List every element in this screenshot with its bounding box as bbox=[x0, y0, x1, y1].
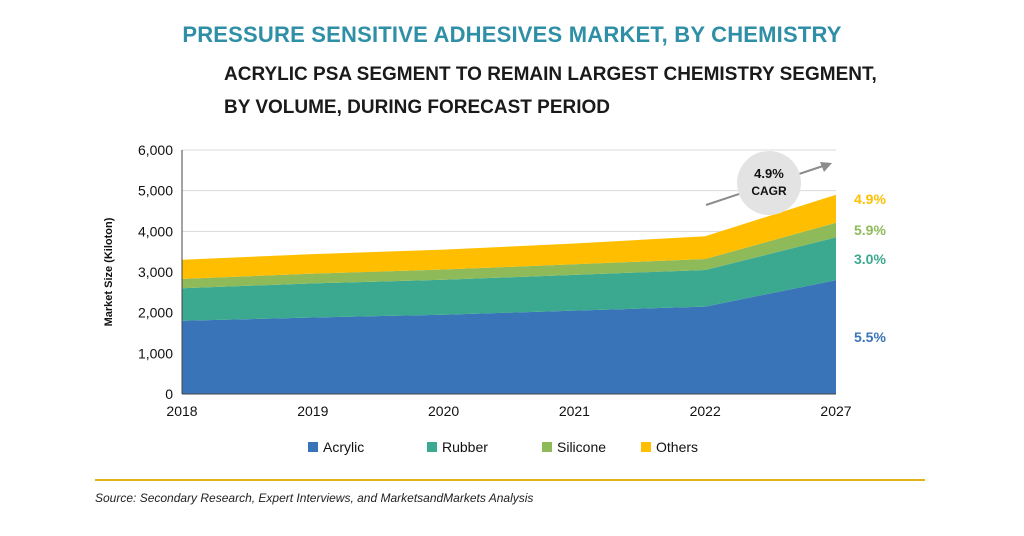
x-tick-label: 2019 bbox=[297, 403, 328, 419]
legend-label-silicone: Silicone bbox=[557, 439, 606, 455]
divider-rule bbox=[95, 479, 925, 481]
source-note: Source: Secondary Research, Expert Inter… bbox=[95, 491, 534, 505]
x-tick-label: 2020 bbox=[428, 403, 459, 419]
y-tick-label: 5,000 bbox=[138, 183, 173, 199]
cagr-label-rubber: 3.0% bbox=[854, 251, 886, 267]
chart-subtitle-line2: BY VOLUME, DURING FORECAST PERIOD bbox=[224, 97, 611, 118]
chart-subtitle-line1: ACRYLIC PSA SEGMENT TO REMAIN LARGEST CH… bbox=[224, 64, 877, 85]
area-rubber bbox=[182, 237, 836, 321]
area-acrylic bbox=[182, 280, 836, 394]
cagr-caption: CAGR bbox=[751, 184, 787, 198]
legend-label-rubber: Rubber bbox=[442, 439, 488, 455]
y-tick-label: 3,000 bbox=[138, 264, 173, 280]
cagr-label-others: 4.9% bbox=[854, 191, 886, 207]
cagr-label-acrylic: 5.5% bbox=[854, 329, 886, 345]
y-tick-label: 4,000 bbox=[138, 223, 173, 239]
cagr-label-silicone: 5.9% bbox=[854, 222, 886, 238]
y-tick-label: 2,000 bbox=[138, 305, 173, 321]
legend-swatch-acrylic bbox=[308, 442, 318, 452]
chart-title: PRESSURE SENSITIVE ADHESIVES MARKET, BY … bbox=[182, 22, 842, 47]
cagr-arrow-head bbox=[820, 162, 832, 172]
legend-swatch-others bbox=[641, 442, 651, 452]
y-axis-label: Market Size (Kiloton) bbox=[103, 217, 115, 326]
legend-swatch-rubber bbox=[427, 442, 437, 452]
area-others bbox=[182, 194, 836, 279]
x-tick-label: 2018 bbox=[166, 403, 197, 419]
y-tick-label: 6,000 bbox=[138, 142, 173, 158]
legend-label-others: Others bbox=[656, 439, 698, 455]
cagr-value: 4.9% bbox=[754, 166, 784, 181]
x-tick-label: 2027 bbox=[820, 403, 851, 419]
area-silicone bbox=[182, 222, 836, 289]
cagr-bubble bbox=[737, 151, 801, 215]
legend-swatch-silicone bbox=[542, 442, 552, 452]
legend-label-acrylic: Acrylic bbox=[323, 439, 364, 455]
stacked-area-chart: 0 1,000 2,000 3,000 4,000 5,000 6,000 Market Si… bbox=[103, 142, 886, 455]
y-tick-label: 1,000 bbox=[138, 345, 173, 361]
y-tick-label: 0 bbox=[165, 386, 173, 402]
x-tick-label: 2021 bbox=[559, 403, 590, 419]
x-tick-label: 2022 bbox=[690, 403, 721, 419]
